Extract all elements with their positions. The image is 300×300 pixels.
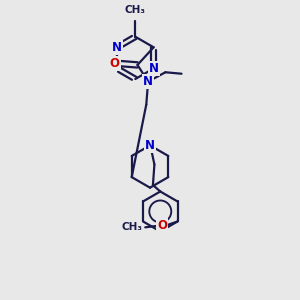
Text: N: N (112, 41, 122, 54)
Text: CH₃: CH₃ (125, 5, 146, 15)
Text: N: N (143, 75, 153, 88)
Text: N: N (145, 139, 155, 152)
Text: CH₃: CH₃ (122, 222, 143, 232)
Text: O: O (110, 57, 120, 70)
Text: O: O (157, 219, 167, 232)
Text: N: N (148, 62, 159, 75)
